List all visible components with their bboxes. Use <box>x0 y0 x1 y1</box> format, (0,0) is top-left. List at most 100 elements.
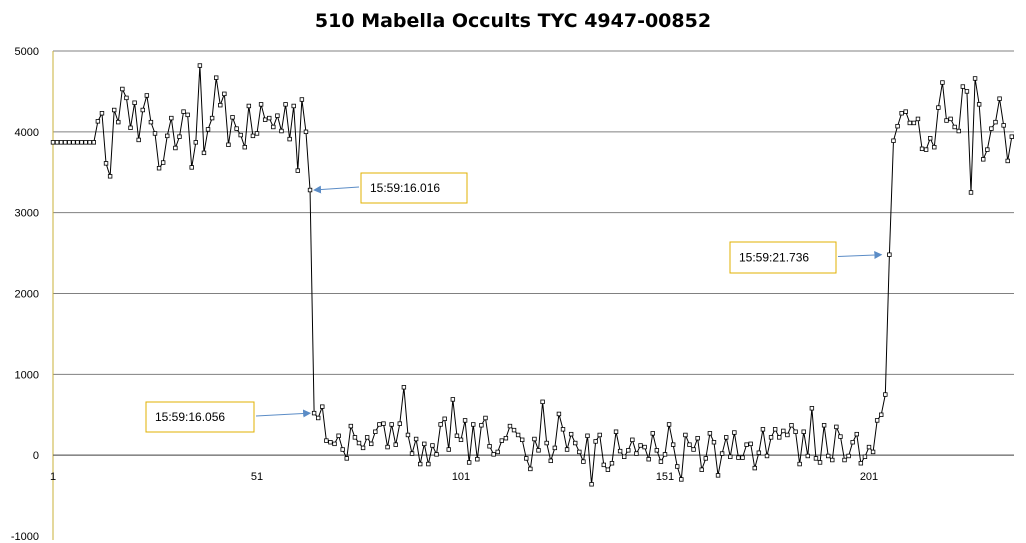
data-point <box>858 461 864 466</box>
data-point <box>821 423 827 428</box>
data-point <box>160 160 166 165</box>
annotation-callout: 15:59:21.736 <box>729 241 883 274</box>
data-point <box>352 435 358 440</box>
data-point <box>936 105 941 110</box>
data-point <box>315 415 321 421</box>
data-point <box>813 456 819 461</box>
x-axis-ticks: 1 51 101 151 201 <box>50 471 878 483</box>
data-point <box>222 91 227 97</box>
data-point <box>250 133 256 139</box>
data-point <box>989 126 994 131</box>
y-tick-label: 4000 <box>15 127 39 139</box>
data-point <box>262 117 268 122</box>
data-point <box>944 118 949 123</box>
data-point <box>438 422 443 427</box>
data-point <box>128 125 133 130</box>
data-point <box>993 119 998 125</box>
data-point <box>968 190 974 195</box>
data-point <box>258 102 264 107</box>
data-point <box>899 111 904 116</box>
data-point <box>581 459 586 464</box>
data-point <box>662 452 668 457</box>
data-point <box>573 440 578 446</box>
data-point <box>862 454 868 459</box>
data-point <box>320 404 325 409</box>
callout-arrow <box>255 409 312 418</box>
data-point <box>952 124 957 130</box>
data-point <box>768 435 774 440</box>
data-point <box>213 75 219 80</box>
y-tick-label: 1000 <box>15 369 39 381</box>
data-point <box>197 63 203 68</box>
data-point <box>185 112 190 118</box>
data-point <box>895 123 900 129</box>
axes <box>52 51 1014 540</box>
data-point <box>95 119 101 124</box>
data-point <box>760 427 766 432</box>
data-point <box>972 76 978 81</box>
data-point <box>887 252 892 257</box>
data-point <box>87 140 92 145</box>
callout-box <box>360 172 468 204</box>
data-point <box>462 418 468 423</box>
data-point <box>622 454 627 459</box>
data-point <box>830 457 835 463</box>
data-point <box>699 467 704 472</box>
data-point <box>756 450 762 455</box>
data-point <box>564 447 570 452</box>
data-point <box>985 147 990 152</box>
data-point <box>515 432 521 438</box>
data-point <box>54 140 60 145</box>
data-point <box>499 438 504 443</box>
data-point <box>707 431 713 436</box>
data-point <box>703 456 708 461</box>
data-point <box>883 392 888 397</box>
data-point <box>928 136 933 141</box>
data-point <box>189 165 194 170</box>
data-point <box>964 89 970 94</box>
data-point <box>201 150 207 156</box>
data-point <box>817 460 823 465</box>
data-point <box>691 447 696 452</box>
data-point <box>638 443 643 448</box>
callout-box <box>145 401 255 433</box>
data-point <box>385 444 390 450</box>
data-point <box>948 116 953 122</box>
data-point <box>507 423 513 429</box>
data-point <box>1005 158 1010 164</box>
y-tick-label: 5000 <box>15 46 39 58</box>
series-line <box>53 65 1013 485</box>
data-point <box>711 440 717 445</box>
data-point <box>850 440 855 445</box>
callout-arrow <box>837 250 883 259</box>
x-tick-label: 51 <box>251 471 263 483</box>
data-point <box>724 435 729 440</box>
data-point <box>360 445 366 451</box>
data-point <box>597 432 602 438</box>
data-point <box>919 146 925 152</box>
data-point <box>585 433 590 438</box>
data-point <box>956 128 961 134</box>
data-point <box>568 431 574 437</box>
data-point <box>348 423 354 429</box>
data-point <box>834 424 839 430</box>
data-point <box>458 437 464 443</box>
data-point <box>752 465 757 471</box>
data-point <box>156 166 162 171</box>
data-point <box>1009 134 1014 139</box>
data-point <box>846 453 851 459</box>
data-point <box>801 429 806 434</box>
data-point <box>226 142 231 147</box>
x-tick-label: 101 <box>452 471 470 483</box>
data-point <box>116 119 121 125</box>
y-tick-label: 0 <box>33 450 39 462</box>
data-point <box>646 457 651 462</box>
y-tick-label: 3000 <box>15 208 39 220</box>
data-point <box>797 461 802 467</box>
data-point <box>997 96 1002 101</box>
data-point <box>511 427 517 433</box>
data-point <box>324 438 329 443</box>
data-point <box>695 435 700 441</box>
data-point <box>503 435 509 441</box>
